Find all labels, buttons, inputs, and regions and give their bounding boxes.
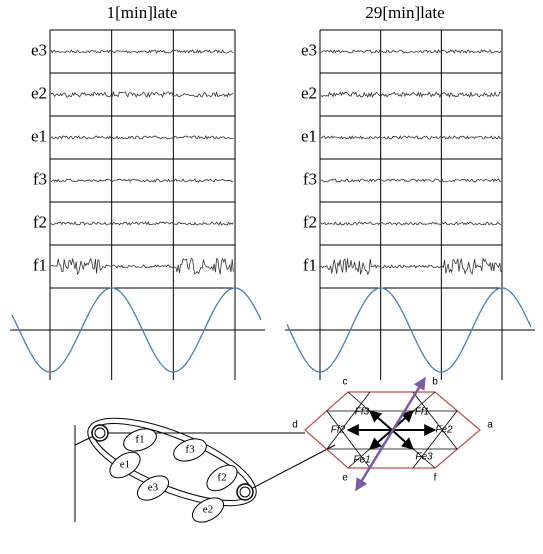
force-label: Ff1 — [415, 407, 429, 418]
channel-label: e1 — [301, 126, 317, 145]
muscle — [173, 438, 207, 462]
sine-wave — [11, 287, 262, 373]
lattice-line — [326, 391, 371, 450]
emg-trace — [50, 178, 234, 183]
channel-label: e2 — [31, 83, 47, 102]
vertex-label: c — [343, 377, 348, 388]
arm-outline — [87, 417, 257, 507]
emg-trace — [320, 90, 502, 99]
muscle-label: e1 — [120, 459, 130, 471]
force-arrow — [369, 410, 393, 431]
channel-label: e1 — [31, 126, 47, 145]
emg-trace — [50, 90, 234, 99]
muscle-label: f2 — [217, 472, 226, 484]
muscle — [123, 428, 157, 452]
panel-title: 29[min]late — [365, 3, 444, 22]
vertex-label: d — [292, 420, 298, 431]
panel-title: 1[min]late — [107, 3, 178, 22]
emg-trace — [50, 49, 234, 54]
force-arrow — [391, 429, 414, 450]
channel-label: f1 — [33, 255, 47, 274]
muscle — [109, 451, 141, 479]
force-label: Fe3 — [415, 452, 433, 463]
force-arrow — [369, 429, 393, 450]
link-line — [244, 444, 336, 493]
emg-trace — [320, 135, 502, 140]
joint — [239, 486, 251, 498]
vertex-label: e — [342, 473, 348, 484]
channel-label: e2 — [301, 83, 317, 102]
channel-label: f1 — [303, 255, 317, 274]
emg-trace — [320, 49, 502, 54]
muscle — [191, 497, 225, 523]
force-label: Fe2 — [435, 425, 453, 436]
muscle-label: f3 — [185, 444, 195, 456]
resultant-arrow — [354, 376, 427, 492]
sine-wave — [286, 287, 532, 373]
channel-label: e3 — [301, 40, 317, 59]
force-label: Ff3 — [355, 407, 370, 418]
force-label: Fe1 — [353, 455, 370, 466]
channel-label: f3 — [33, 169, 47, 188]
muscle-label: e2 — [203, 504, 213, 516]
emg-trace — [50, 135, 234, 140]
emg-trace — [320, 221, 502, 226]
emg-trace — [50, 257, 234, 275]
muscle-label: e3 — [148, 482, 159, 494]
muscle — [206, 464, 238, 492]
arm-outline — [93, 422, 251, 502]
emg-trace — [50, 220, 234, 226]
channel-label: f2 — [33, 212, 47, 231]
joint — [94, 427, 106, 439]
vertex-label: b — [432, 377, 438, 388]
vertex-label: f — [434, 473, 437, 484]
vertex-label: a — [487, 420, 493, 431]
muscle — [136, 475, 170, 501]
emg-trace — [320, 257, 502, 276]
lattice-line — [412, 391, 458, 450]
channel-label: f3 — [303, 169, 317, 188]
force-label: Ff2 — [331, 425, 346, 436]
channel-label: f2 — [303, 212, 317, 231]
channel-label: e3 — [31, 40, 47, 59]
muscle-label: f1 — [135, 434, 144, 446]
emg-trace — [320, 178, 502, 183]
